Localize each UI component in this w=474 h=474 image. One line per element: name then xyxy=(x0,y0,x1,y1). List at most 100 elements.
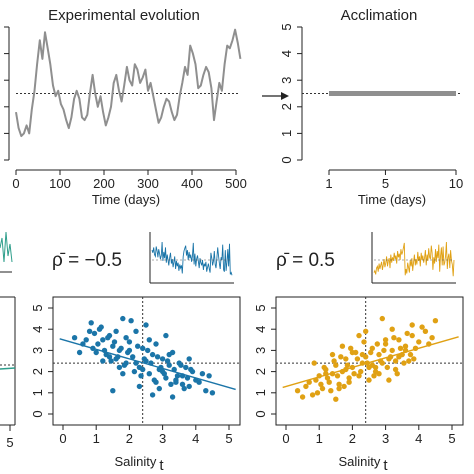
negative-x-tick-label: 1 xyxy=(93,431,100,446)
negative-point xyxy=(206,373,212,379)
negative-y-tick-label: 4 xyxy=(30,326,45,333)
negative-point xyxy=(123,335,129,341)
cropped-inset-series xyxy=(0,231,13,263)
positive-point xyxy=(432,318,439,324)
evolution-x-tick-label: 500 xyxy=(225,176,247,191)
negative-point xyxy=(140,366,146,373)
negative-point xyxy=(159,356,166,362)
negative-point xyxy=(121,362,128,368)
negative-point xyxy=(138,373,144,379)
positive-point xyxy=(346,375,352,381)
negative-point xyxy=(209,390,216,396)
negative-point xyxy=(91,330,98,337)
evolution-x-tick-label: 400 xyxy=(181,176,203,191)
cropped-tick-label: 5 xyxy=(6,435,13,450)
positive-x-tick-label: 5 xyxy=(448,431,455,446)
positive-point xyxy=(363,328,369,334)
negative-point xyxy=(76,349,83,356)
negative-point xyxy=(149,351,156,358)
evolution-x-tick-label: 300 xyxy=(137,176,159,191)
positive-point xyxy=(389,347,395,354)
positive-point xyxy=(356,332,362,339)
negative-point xyxy=(179,381,186,387)
positive-point xyxy=(389,326,395,332)
acclimation-y-ticks: 0 1 2 3 4 5 xyxy=(279,23,302,164)
negative-point xyxy=(146,337,152,343)
negative-x-tick-label: 4 xyxy=(192,431,199,446)
acclimation-x-tick-label: 1 xyxy=(325,176,332,191)
positive-x-tick-label: 2 xyxy=(349,431,356,446)
negative-point xyxy=(166,362,172,368)
negative-point xyxy=(135,343,141,349)
positive-point xyxy=(333,396,339,402)
positive-point xyxy=(311,360,317,366)
positive-y-tick-label: 4 xyxy=(253,326,268,333)
positive-y-tick-label: 1 xyxy=(253,389,268,396)
negative-point xyxy=(105,335,111,341)
positive-point xyxy=(319,385,326,392)
negative-y-tick-label: 2 xyxy=(30,368,45,375)
acclimation-y-tick-label: 1 xyxy=(279,130,294,137)
positive-point xyxy=(336,381,342,387)
negative-point xyxy=(118,345,124,351)
evolution-x-tick-label: 0 xyxy=(12,176,19,191)
negative-point xyxy=(181,385,187,392)
positive-point xyxy=(411,356,417,362)
positive-x-tick-label: 3 xyxy=(382,431,389,446)
negative-point xyxy=(188,366,194,373)
negative-point xyxy=(136,383,143,390)
positive-x-ticks: 0 1 2 3 4 5 xyxy=(282,425,456,446)
positive-point xyxy=(336,385,342,392)
positive-point xyxy=(361,339,367,345)
negative-point xyxy=(149,392,156,398)
negative-point xyxy=(153,341,159,347)
negative-point xyxy=(159,368,166,375)
evolution-series-line xyxy=(15,28,242,138)
negative-point xyxy=(88,320,94,326)
positive-x-tick-label: 0 xyxy=(282,431,289,446)
negative-point xyxy=(100,358,106,364)
positive-point xyxy=(382,341,389,347)
positive-point xyxy=(372,368,379,375)
negative-point xyxy=(163,375,169,381)
negative-point xyxy=(166,351,172,358)
acclimation-y-tick-label: 5 xyxy=(279,23,294,30)
negative-point xyxy=(110,388,116,394)
negative-x-tick-label: 0 xyxy=(59,431,66,446)
negative-point xyxy=(163,332,169,339)
positive-point xyxy=(356,373,362,379)
positive-point xyxy=(324,375,331,381)
acclimation-y-tick-label: 0 xyxy=(279,156,294,163)
positive-fit-line xyxy=(282,336,459,389)
evolution-x-label: Time (days) xyxy=(92,192,160,207)
positive-point xyxy=(338,354,344,360)
positive-point xyxy=(328,388,334,394)
positive-point xyxy=(384,364,390,371)
positive-y-tick-label: 5 xyxy=(253,304,268,311)
negative-point xyxy=(141,356,147,362)
positive-point xyxy=(299,394,306,400)
negative-y-tick-label: 5 xyxy=(30,304,45,311)
negative-point xyxy=(178,362,184,368)
positive-x-label-sub: t xyxy=(383,457,388,474)
positive-point xyxy=(396,354,402,360)
acclimation-y-tick-label: 2 xyxy=(279,103,294,110)
negative-y-ticks: 0 1 2 3 4 5 xyxy=(30,304,53,418)
negative-fit-line xyxy=(59,338,236,391)
negative-point xyxy=(126,339,133,345)
negative-x-ticks: 0 1 2 3 4 5 xyxy=(59,425,233,446)
positive-point xyxy=(394,371,400,377)
positive-point xyxy=(358,368,364,375)
negative-point xyxy=(153,379,159,385)
positive-y-tick-label: 3 xyxy=(253,347,268,354)
acclimation-x-label: Time (days) xyxy=(358,192,426,207)
cropped-left-panel: 5 xyxy=(0,231,16,450)
positive-point xyxy=(409,332,415,339)
negative-point xyxy=(154,354,161,360)
positive-point xyxy=(309,392,316,398)
positive-point xyxy=(331,358,337,364)
negative-point xyxy=(168,381,174,387)
acclimation-y-tick-label: 4 xyxy=(279,50,294,57)
negative-point xyxy=(108,358,114,364)
